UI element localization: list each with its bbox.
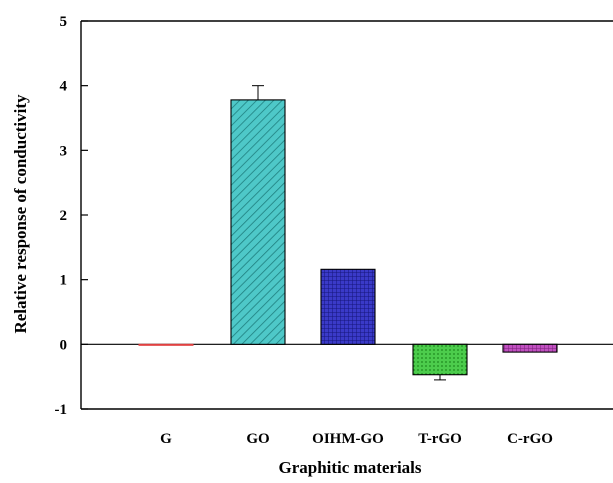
- x-category-label: G: [160, 431, 172, 447]
- bar-t-rgo: [412, 343, 468, 376]
- y-tick-label: 5: [60, 14, 68, 30]
- y-tick-label: 0: [60, 337, 68, 353]
- x-category-label: GO: [246, 431, 269, 447]
- y-tick-label: 2: [60, 208, 68, 224]
- x-category-label: C-rGO: [507, 431, 553, 447]
- bar-go: [230, 99, 286, 345]
- x-axis-title: Graphitic materials: [278, 458, 421, 477]
- x-category-labels: G GO OIHM-GO T-rGO C-rGO: [160, 431, 553, 447]
- y-tick-label: 3: [60, 143, 68, 159]
- y-axis-title: Relative response of conductivity: [11, 94, 30, 334]
- bar-oihm-go: [320, 268, 376, 345]
- x-category-label: T-rGO: [418, 431, 462, 447]
- y-tick-label: -1: [55, 402, 68, 418]
- x-category-label: OIHM-GO: [312, 431, 384, 447]
- y-tick-label: 1: [60, 273, 68, 289]
- y-tick-labels: -1 0 1 2 3 4 5: [55, 14, 68, 418]
- bar-c-rgo: [502, 343, 558, 353]
- bar-g: [138, 343, 194, 346]
- y-tick-label: 4: [60, 79, 68, 95]
- bar-series: [138, 85, 558, 381]
